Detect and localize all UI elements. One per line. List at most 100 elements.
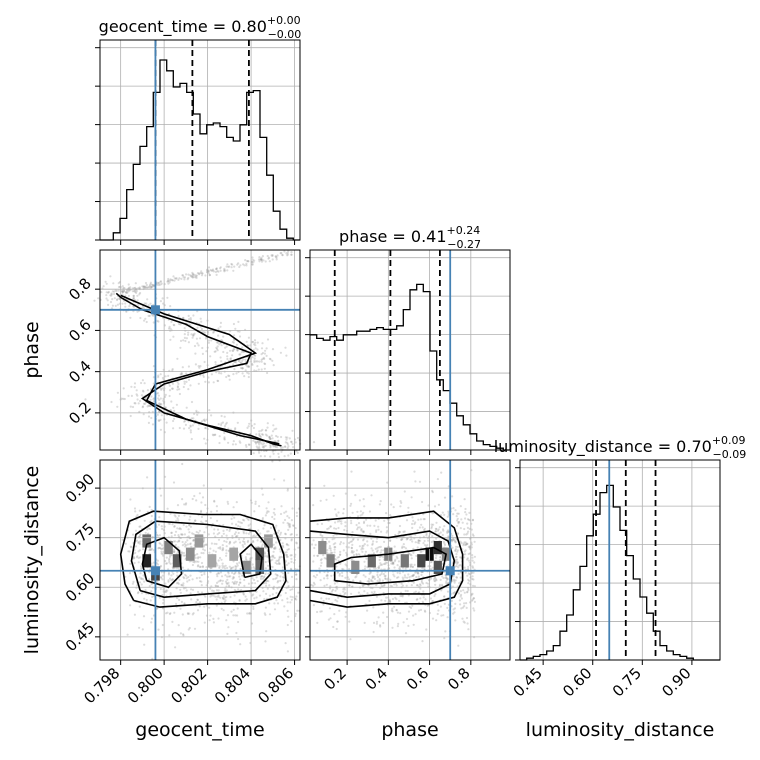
scatter-dot (225, 582, 228, 585)
panel-title-geocent_time: geocent_time = 0.80+0.00 −0.00 (99, 14, 302, 41)
scatter-dot (471, 533, 474, 536)
contour-line (239, 543, 263, 579)
scatter-dot (172, 572, 175, 575)
scatter-dot (187, 331, 190, 334)
scatter-dot (134, 402, 137, 405)
scatter-dot (395, 576, 399, 579)
scatter-dot (148, 505, 151, 508)
scatter-dot (285, 551, 288, 554)
scatter-dot (201, 565, 204, 568)
scatter-dot (238, 575, 241, 578)
scatter-dot (262, 446, 265, 449)
scatter-dot (467, 518, 470, 521)
scatter-dot (238, 581, 241, 584)
scatter-dot (320, 561, 323, 565)
scatter-dot (258, 430, 261, 433)
scatter-dot (278, 557, 281, 560)
scatter-dot (151, 283, 154, 286)
scatter-dot (235, 582, 238, 585)
scatter-dot (344, 525, 347, 528)
scatter-dot (147, 286, 150, 289)
scatter-dot (272, 587, 275, 591)
scatter-dot (283, 511, 286, 514)
scatter-dot (274, 440, 277, 443)
scatter-dot (287, 584, 290, 588)
scatter-dot (184, 545, 187, 548)
scatter-dot (184, 339, 187, 343)
scatter-dot (281, 576, 285, 579)
scatter-dot (286, 446, 289, 450)
scatter-dot (318, 571, 321, 574)
scatter-dot (369, 524, 372, 527)
scatter-dot (171, 578, 174, 581)
scatter-dot (319, 533, 322, 537)
scatter-dot (265, 582, 268, 585)
scatter-dot (439, 578, 442, 582)
scatter-dot (423, 518, 426, 521)
scatter-dot (111, 290, 114, 293)
scatter-dot (231, 443, 235, 446)
scatter-dot (472, 584, 475, 588)
scatter-dot (212, 434, 215, 437)
scatter-dot (143, 402, 147, 405)
scatter-dot (168, 555, 171, 559)
scatter-dot (263, 597, 266, 601)
scatter-dot (417, 575, 420, 578)
scatter-dot (177, 624, 180, 627)
scatter-dot (423, 609, 426, 612)
scatter-dot (84, 398, 87, 401)
scatter-dot (225, 345, 228, 348)
title-lower-error: −0.27 (447, 238, 481, 251)
scatter-dot (232, 348, 235, 351)
scatter-dot (407, 552, 410, 555)
scatter-dot (132, 557, 135, 560)
scatter-dot (399, 505, 402, 508)
scatter-dot (161, 552, 164, 556)
scatter-dot (457, 521, 460, 524)
scatter-dot (290, 567, 293, 570)
scatter-dot (452, 612, 455, 615)
scatter-dot (425, 628, 428, 631)
scatter-dot (257, 440, 260, 443)
scatter-dot (209, 587, 212, 590)
scatter-dot (357, 553, 360, 556)
scatter-dot (211, 269, 214, 272)
contour-line (119, 510, 287, 608)
scatter-dot (291, 442, 294, 445)
scatter-dot (326, 527, 329, 531)
scatter-dot (239, 264, 242, 267)
scatter-dot (437, 503, 440, 506)
scatter-dot (221, 549, 224, 552)
scatter-dot (139, 399, 142, 403)
scatter-dot (375, 595, 378, 598)
scatter-dot (350, 540, 353, 543)
scatter-dot (445, 576, 448, 580)
scatter-dot (224, 346, 227, 349)
scatter-dot (157, 376, 160, 379)
scatter-dot (171, 387, 174, 390)
scatter-dot (247, 425, 250, 428)
scatter-dot (135, 556, 138, 559)
scatter-dot (287, 548, 290, 551)
scatter-dot (165, 421, 168, 424)
scatter-dot (244, 595, 247, 598)
scatter-dot (434, 530, 437, 533)
scatter-dot (138, 286, 141, 289)
scatter-dot (438, 585, 441, 588)
scatter-dot (390, 562, 393, 565)
scatter-dot (187, 341, 190, 344)
scatter-dot (196, 553, 199, 556)
scatter-dot (472, 597, 476, 600)
scatter-dot (207, 341, 210, 344)
scatter-dot (276, 446, 279, 449)
scatter-dot (126, 291, 129, 294)
scatter-dot (337, 555, 340, 559)
scatter-dot (429, 577, 433, 580)
scatter-dot (263, 455, 266, 458)
scatter-dot (134, 510, 137, 513)
scatter-dot (459, 563, 462, 567)
scatter-dot (221, 596, 224, 599)
scatter-dot (290, 598, 293, 601)
scatter-dot (186, 543, 189, 546)
scatter-dot (362, 530, 365, 533)
